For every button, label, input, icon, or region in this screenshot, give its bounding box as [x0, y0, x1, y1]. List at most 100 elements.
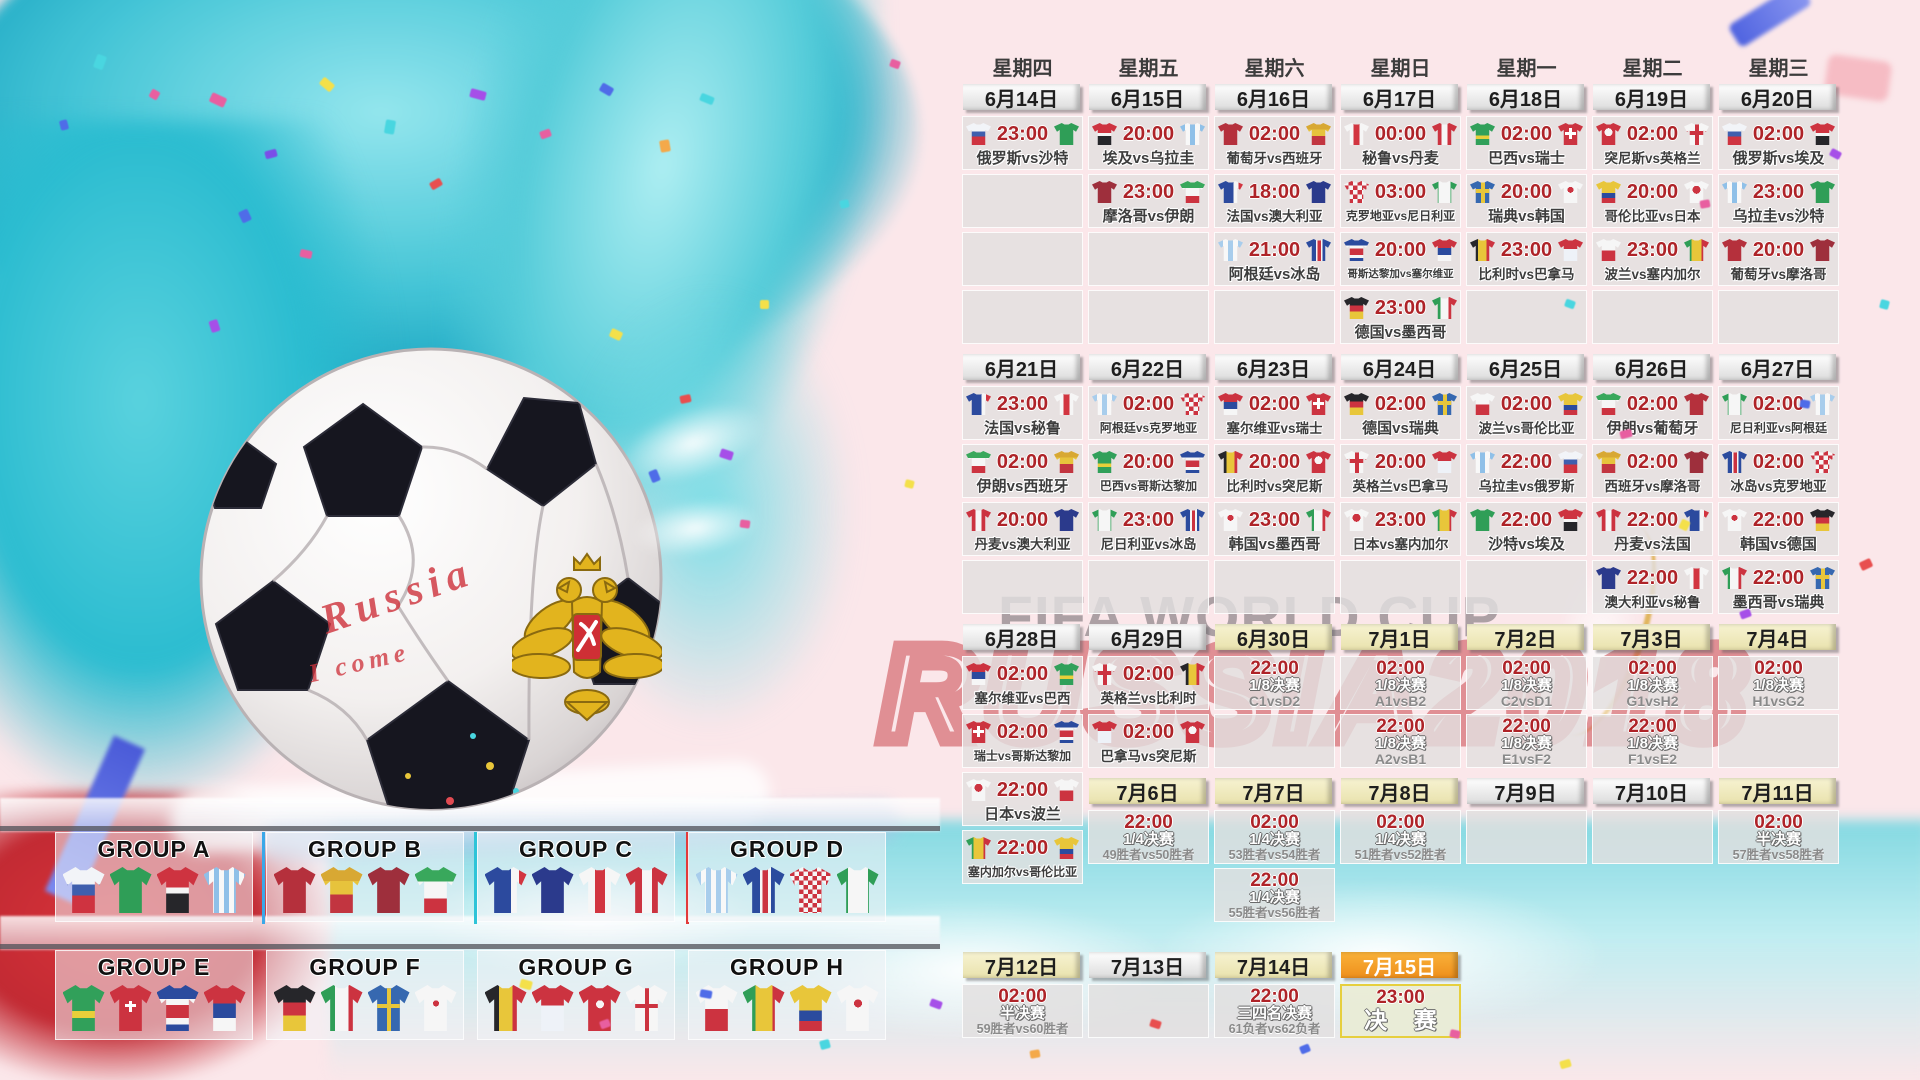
match-row: 20:00 [1089, 117, 1208, 149]
home-jersey-icon [1470, 239, 1495, 261]
kickoff-time: 02:00 [1500, 122, 1553, 145]
group-jerseys [267, 985, 463, 1031]
stage-label: 半决赛 [999, 1005, 1045, 1022]
team-jersey-icon [156, 867, 199, 913]
confetti-piece [538, 128, 553, 140]
match-row: 02:00 [963, 715, 1082, 747]
away-jersey-icon [1306, 393, 1331, 415]
knockout-cell: 02:00 1/4决赛 53胜者vs54胜者 [1214, 810, 1335, 864]
kickoff-time: 02:00 [1626, 392, 1679, 415]
kickoff-time: 02:00 [1250, 812, 1299, 833]
empty-cell [1088, 984, 1209, 1038]
knockout-teams: C1vsD2 [1248, 693, 1301, 709]
match-row: 02:00 [1215, 387, 1334, 419]
match-teams: 巴西vs瑞士 [1488, 150, 1565, 167]
match-cell: 02:00 突尼斯vs英格兰 [1592, 116, 1713, 170]
kickoff-time: 22:00 [1500, 508, 1553, 531]
date-header: 6月23日 [1215, 354, 1332, 381]
group-panel: GROUP H [688, 950, 886, 1040]
away-jersey-icon [1684, 239, 1709, 261]
kickoff-time: 18:00 [1248, 180, 1301, 203]
match-cell: 23:00 俄罗斯vs沙特 [962, 116, 1083, 170]
kickoff-time: 23:00 [996, 392, 1049, 415]
away-jersey-icon [1306, 123, 1331, 145]
knockout-teams: G1vsH2 [1626, 693, 1679, 709]
group-title: GROUP C [519, 836, 633, 862]
kickoff-time: 22:00 [1628, 716, 1677, 737]
match-row: 20:00 [963, 503, 1082, 535]
match-teams: 克罗地亚vs尼日利亚 [1345, 209, 1456, 223]
group-jerseys [267, 867, 463, 913]
kickoff-time: 02:00 [1248, 122, 1301, 145]
match-cell: 02:00 葡萄牙vs西班牙 [1214, 116, 1335, 170]
home-jersey-icon [966, 393, 991, 415]
match-teams: 日本vs波兰 [984, 806, 1061, 823]
home-jersey-icon [1092, 451, 1117, 473]
match-cell: 20:00 埃及vs乌拉圭 [1088, 116, 1209, 170]
away-jersey-icon [1306, 181, 1331, 203]
match-row: 23:00 [1467, 233, 1586, 265]
match-teams: 葡萄牙vs摩洛哥 [1730, 267, 1827, 282]
day-column: 星期一 6月18日 02:00 巴西vs瑞士 20:00 瑞典vs韩国 23:00 比利时vs… [1466, 52, 1587, 1042]
kickoff-time: 20:00 [1122, 450, 1175, 473]
kickoff-time: 00:00 [1374, 122, 1427, 145]
dark-bar-groups-2 [0, 944, 940, 949]
stage-label: 1/8决赛 [1501, 735, 1552, 752]
match-row: 20:00 [1089, 445, 1208, 477]
match-row: 02:00 [1719, 117, 1838, 149]
empty-cell [1214, 290, 1335, 344]
home-jersey-icon [1218, 181, 1243, 203]
away-jersey-icon [1180, 451, 1205, 473]
team-jersey-icon [836, 985, 879, 1031]
group-title: GROUP H [730, 954, 844, 980]
kickoff-time: 22:00 [1502, 716, 1551, 737]
match-cell: 20:00 比利时vs突尼斯 [1214, 444, 1335, 498]
knockout-cell: 02:00 1/8决赛 C2vsD1 [1466, 656, 1587, 710]
match-teams: 哥伦比亚vs日本 [1604, 209, 1701, 224]
home-jersey-icon [1218, 239, 1243, 261]
match-cell: 23:00 尼日利亚vs冰岛 [1088, 502, 1209, 556]
home-jersey-icon [1470, 451, 1495, 473]
home-jersey-icon [1344, 181, 1369, 203]
confetti-piece [659, 139, 671, 153]
match-teams: 德国vs瑞典 [1362, 420, 1439, 437]
confetti-piece [264, 148, 278, 160]
confetti-piece [1559, 1058, 1572, 1070]
home-jersey-icon [1092, 181, 1117, 203]
date-header: 6月25日 [1467, 354, 1584, 381]
match-teams: 塞尔维亚vs瑞士 [1226, 421, 1323, 436]
russia-coat-of-arms [512, 552, 662, 722]
stage-label: 1/4决赛 [1249, 831, 1300, 848]
team-jersey-icon [695, 867, 738, 913]
match-teams: 塞尔维亚vs巴西 [974, 691, 1071, 706]
home-jersey-icon [1596, 567, 1621, 589]
match-row: 22:00 [1719, 561, 1838, 593]
knockout-cell: 02:00 1/8决赛 H1vsG2 [1718, 656, 1839, 710]
stage-label: 1/4决赛 [1375, 831, 1426, 848]
match-cell: 23:00 德国vs墨西哥 [1340, 290, 1461, 344]
home-jersey-icon [1344, 393, 1369, 415]
home-jersey-icon [1470, 181, 1495, 203]
home-jersey-icon [1344, 123, 1369, 145]
away-jersey-icon [1810, 509, 1835, 531]
confetti-piece [888, 58, 902, 70]
group-panel: GROUP B [266, 832, 464, 922]
home-jersey-icon [1596, 393, 1621, 415]
confetti-piece [299, 248, 313, 260]
match-teams: 阿根廷vs冰岛 [1228, 266, 1321, 283]
home-jersey-icon [1470, 393, 1495, 415]
match-teams: 巴西vs哥斯达黎加 [1099, 479, 1198, 493]
knockout-cell: 22:00 1/8决赛 C1vsD2 [1214, 656, 1335, 710]
home-jersey-icon [1092, 509, 1117, 531]
home-jersey-icon [1596, 123, 1621, 145]
match-row: 23:00 [1719, 175, 1838, 207]
group-jerseys [478, 867, 674, 913]
away-jersey-icon [1558, 509, 1583, 531]
date-header: 6月19日 [1593, 84, 1710, 111]
match-cell: 22:00 沙特vs埃及 [1466, 502, 1587, 556]
confetti-piece [208, 92, 228, 108]
match-teams: 乌拉圭vs沙特 [1732, 208, 1825, 225]
kickoff-time: 22:00 [1250, 658, 1299, 679]
stage-label: 决 赛 [1364, 1007, 1447, 1033]
date-header: 7月1日 [1341, 624, 1458, 651]
